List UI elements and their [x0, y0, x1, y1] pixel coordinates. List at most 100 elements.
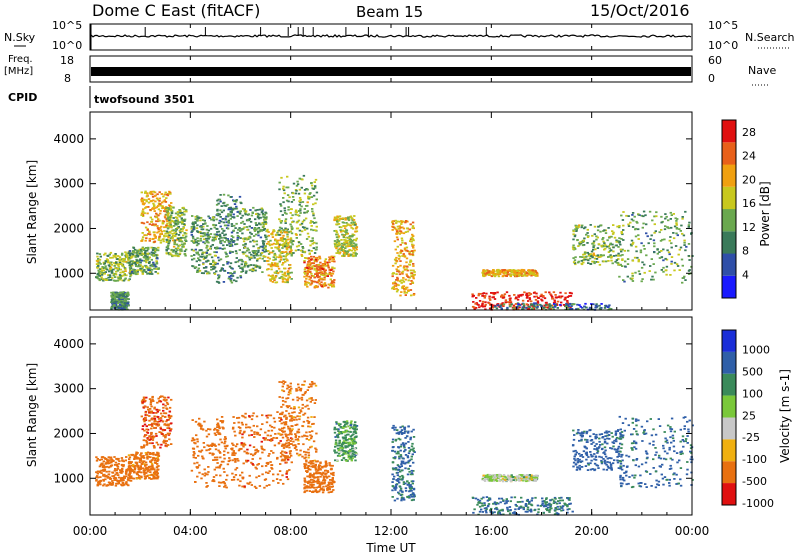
velocity-cell [164, 436, 167, 439]
power-cell [205, 246, 208, 249]
velocity-cell [269, 461, 272, 463]
power-cell [118, 291, 122, 294]
power-cell [178, 240, 181, 243]
velocity-cell [224, 447, 227, 450]
power-cell [573, 234, 577, 237]
power-cell [196, 252, 199, 255]
power-cell [651, 275, 654, 278]
power-cell [609, 254, 612, 257]
power-cell [114, 276, 117, 278]
power-cell [664, 257, 667, 260]
power-cell [286, 228, 289, 231]
velocity-cell [194, 420, 198, 423]
power-cell [113, 304, 116, 307]
velocity-cell [164, 442, 168, 445]
velocity-cell [155, 466, 159, 469]
velocity-cell [223, 457, 226, 460]
power-cell [165, 252, 169, 255]
velocity-cell [148, 435, 151, 438]
power-cell [168, 219, 171, 222]
power-cell [539, 303, 542, 306]
power-cell [474, 307, 478, 309]
power-cell [225, 221, 228, 224]
velocity-cell [153, 420, 156, 423]
power-cell [114, 256, 118, 259]
velocity-cell [126, 468, 130, 471]
power-cell [155, 262, 158, 265]
power-cell [488, 297, 491, 300]
power-cell [650, 258, 653, 260]
power-cell [119, 275, 122, 278]
power-cell [156, 227, 160, 229]
power-cell [165, 226, 168, 228]
velocity-cell [223, 450, 226, 453]
power-cell [399, 252, 402, 254]
velocity-cell [168, 438, 171, 441]
power-cell [283, 212, 287, 214]
power-cell [109, 256, 112, 259]
power-cell [621, 248, 624, 251]
power-cell [517, 303, 520, 306]
power-cell [168, 234, 171, 237]
power-cell [292, 182, 296, 185]
power-cell [564, 296, 567, 299]
power-cell [150, 258, 153, 261]
power-cell [140, 254, 143, 256]
power-cell [151, 193, 154, 196]
velocity-cell [102, 484, 105, 487]
power-cell [309, 220, 313, 222]
power-cell [530, 272, 534, 274]
velocity-cell [146, 432, 150, 434]
power-cell [310, 255, 313, 258]
power-cell [404, 278, 407, 281]
velocity-cell [253, 453, 257, 455]
power-cell [229, 244, 232, 246]
power-cell [172, 217, 175, 219]
power-cell [617, 254, 620, 257]
power-cell [162, 220, 166, 223]
power-cell [301, 246, 304, 248]
power-cell [679, 246, 683, 249]
power-cell [525, 307, 528, 309]
velocity-cell [141, 461, 145, 464]
power-cell [274, 264, 277, 266]
velocity-cell [251, 414, 254, 417]
power-cell [302, 174, 306, 177]
velocity-cell [103, 468, 107, 471]
velocity-cell [287, 442, 290, 444]
power-cell [109, 276, 112, 279]
power-cell [245, 262, 248, 265]
power-cell [607, 245, 610, 248]
power-cell [409, 238, 413, 241]
power-cell [274, 239, 277, 242]
velocity-cell [205, 486, 208, 488]
power-cell [169, 192, 172, 195]
power-cell [155, 212, 158, 215]
power-cell [335, 231, 339, 234]
power-colorbar-tick: 24 [742, 150, 756, 163]
power-cell [549, 307, 553, 310]
velocity-cell [144, 461, 148, 464]
power-cell [274, 275, 277, 278]
power-cell [244, 272, 248, 274]
power-cell [257, 247, 260, 250]
power-cell [201, 251, 204, 254]
power-cell [308, 193, 311, 195]
power-cell [306, 267, 310, 270]
velocity-cell [145, 466, 148, 469]
power-cell [393, 281, 397, 284]
velocity-cell [154, 423, 157, 425]
freq-tick-bottom: 8 [64, 72, 71, 85]
power-cell [273, 230, 276, 232]
power-cell [120, 263, 124, 266]
power-cell [219, 240, 222, 242]
power-cell [121, 307, 124, 310]
power-cell [140, 248, 143, 251]
power-colorbar-segment [722, 164, 736, 187]
velocity-cell [238, 431, 242, 434]
power-cell [345, 241, 348, 244]
power-cell [621, 258, 624, 261]
velocity-cell [156, 456, 159, 459]
velocity-cell [273, 426, 276, 429]
power-cell [660, 256, 663, 259]
